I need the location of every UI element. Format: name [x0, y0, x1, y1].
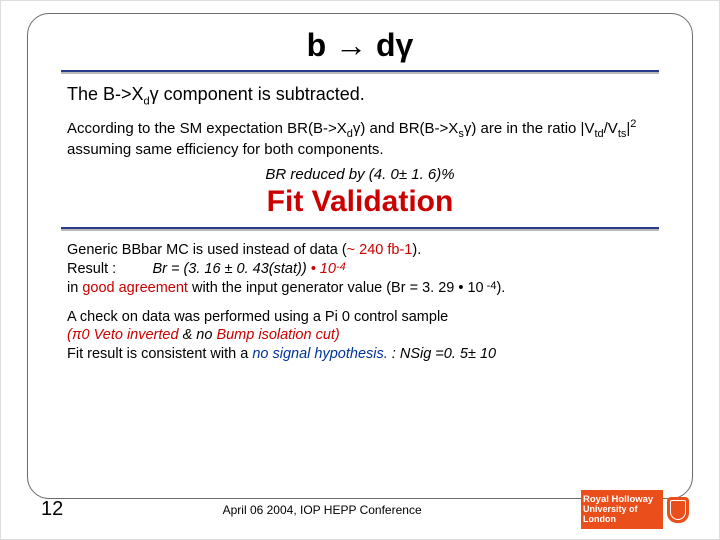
br-reduced-line: BR reduced by (4. 0± 1. 6)%: [67, 166, 653, 183]
fit-heading: Fit Validation: [61, 185, 659, 219]
slide: b → dγ The B->Xdγ component is subtracte…: [0, 0, 720, 540]
check2b: & no: [179, 327, 217, 343]
check2a: (π0 Veto inverted: [67, 327, 179, 343]
logo: Royal Holloway University of London: [581, 490, 689, 529]
title-rule-shadow: [61, 72, 659, 74]
page-number: 12: [41, 498, 63, 521]
generic-text-1a: Generic BBbar MC is used instead of data…: [67, 242, 347, 258]
check3a: Fit result is consistent with a: [67, 346, 252, 362]
check2c: Bump isolation cut): [216, 327, 339, 343]
crest-icon: [667, 497, 689, 523]
footer-center-text: April 06 2004, IOP HEPP Conference: [63, 503, 581, 517]
good-a: in: [67, 280, 82, 296]
slide-title: b → dγ: [31, 27, 689, 64]
check3c: : NSig =0. 5± 10: [388, 346, 496, 362]
content-block-1: The B->Xdγ component is subtracted. Acco…: [67, 84, 653, 183]
good-b: good agreement: [82, 280, 188, 296]
result-br: Br = (3. 16 ± 0. 43(stat)): [152, 261, 306, 277]
generic-text-1b: ~ 240 fb-1: [347, 242, 413, 258]
good-c: with the input generator value (Br = 3. …: [188, 280, 505, 296]
fit-rule-shadow: [61, 229, 659, 231]
check3b: no signal hypothesis.: [252, 346, 387, 362]
intro-line: The B->Xdγ component is subtracted.: [67, 84, 653, 108]
generic-text-1c: ).: [412, 242, 421, 258]
sm-expectation-line: According to the SM expectation BR(B->Xd…: [67, 118, 653, 161]
check1: A check on data was performed using a Pi…: [67, 309, 448, 325]
footer: 12 April 06 2004, IOP HEPP Conference Ro…: [31, 490, 689, 529]
result-label: Result :: [67, 261, 116, 277]
logo-text: Royal Holloway University of London: [581, 490, 663, 529]
logo-line2: University of London: [583, 505, 661, 524]
generic-block: Generic BBbar MC is used instead of data…: [67, 241, 653, 298]
result-factor: • 10-4: [311, 261, 346, 277]
check-block: A check on data was performed using a Pi…: [67, 308, 653, 365]
fit-heading-box: Fit Validation: [61, 185, 659, 229]
